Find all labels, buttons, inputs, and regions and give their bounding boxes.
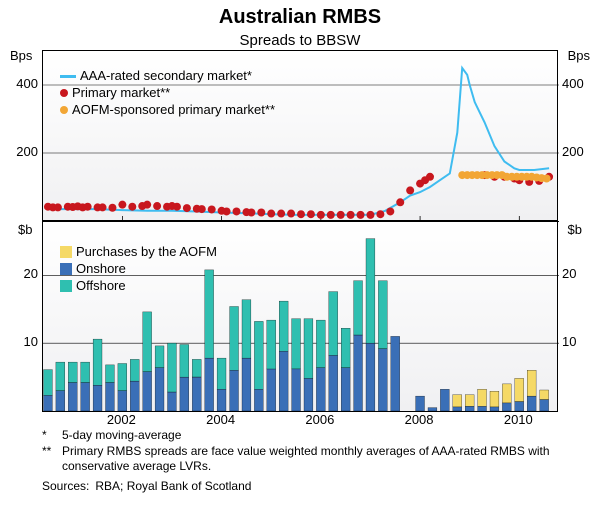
- legend-row-primary: Primary market**: [60, 85, 275, 102]
- footnote-1: * 5-day moving-average: [42, 428, 590, 444]
- legend-marker: [60, 89, 68, 97]
- legend-box: [60, 263, 72, 275]
- top-subtitle: Spreads to BBSW: [0, 30, 600, 49]
- sources: Sources: RBA; Royal Bank of Scotland: [42, 479, 590, 495]
- x-tick-label: 2002: [107, 412, 136, 427]
- legend-box: [60, 246, 72, 258]
- y-tick-label: 200: [16, 144, 38, 159]
- y-tick-label: 10: [24, 334, 38, 349]
- legend-row-aofm: AOFM-sponsored primary market**: [60, 102, 275, 119]
- y-tick-label: 20: [24, 266, 38, 281]
- legend-row-offshore: Offshore: [60, 278, 217, 295]
- legend-row-aaa: AAA-rated secondary market*: [60, 68, 275, 85]
- y-tick-label: 400: [16, 76, 38, 91]
- footnote-mark: *: [42, 428, 56, 444]
- bottom-y-unit-right: $b: [568, 222, 582, 237]
- x-tick-label: 2004: [206, 412, 235, 427]
- legend-label: Onshore: [76, 261, 126, 278]
- sources-text: RBA; Royal Bank of Scotland: [95, 479, 251, 495]
- footnote-text: 5-day moving-average: [62, 428, 181, 444]
- issuance-legend: Purchases by the AOFM Onshore Offshore: [60, 244, 217, 295]
- footnote-2: ** Primary RMBS spreads are face value w…: [42, 444, 590, 475]
- x-tick-label: 2006: [305, 412, 334, 427]
- legend-label: AAA-rated secondary market*: [80, 68, 252, 85]
- legend-row-aofm-purchase: Purchases by the AOFM: [60, 244, 217, 261]
- top-y-unit-right: Bps: [568, 48, 590, 63]
- bottom-y-unit-left: $b: [18, 222, 32, 237]
- spreads-legend: AAA-rated secondary market* Primary mark…: [60, 68, 275, 119]
- legend-label: Purchases by the AOFM: [76, 244, 217, 261]
- legend-marker: [60, 106, 68, 114]
- y-tick-label: 10: [562, 334, 576, 349]
- top-y-unit-left: Bps: [10, 48, 32, 63]
- x-tick-label: 2010: [504, 412, 533, 427]
- chart-title: Australian RMBS: [0, 0, 600, 29]
- legend-row-onshore: Onshore: [60, 261, 217, 278]
- x-tick-label: 2008: [405, 412, 434, 427]
- y-tick-label: 200: [562, 144, 584, 159]
- sources-label: Sources:: [42, 479, 89, 495]
- chart-container: Australian RMBS Spreads to BBSW Bps Bps …: [0, 0, 600, 517]
- legend-box: [60, 280, 72, 292]
- legend-label: Offshore: [76, 278, 126, 295]
- legend-label: Primary market**: [72, 85, 170, 102]
- legend-swatch-line: [60, 75, 76, 78]
- footnotes: * 5-day moving-average ** Primary RMBS s…: [42, 428, 590, 494]
- y-tick-label: 400: [562, 76, 584, 91]
- footnote-text: Primary RMBS spreads are face value weig…: [62, 444, 590, 475]
- footnote-mark: **: [42, 444, 56, 475]
- y-tick-label: 20: [562, 266, 576, 281]
- legend-label: AOFM-sponsored primary market**: [72, 102, 275, 119]
